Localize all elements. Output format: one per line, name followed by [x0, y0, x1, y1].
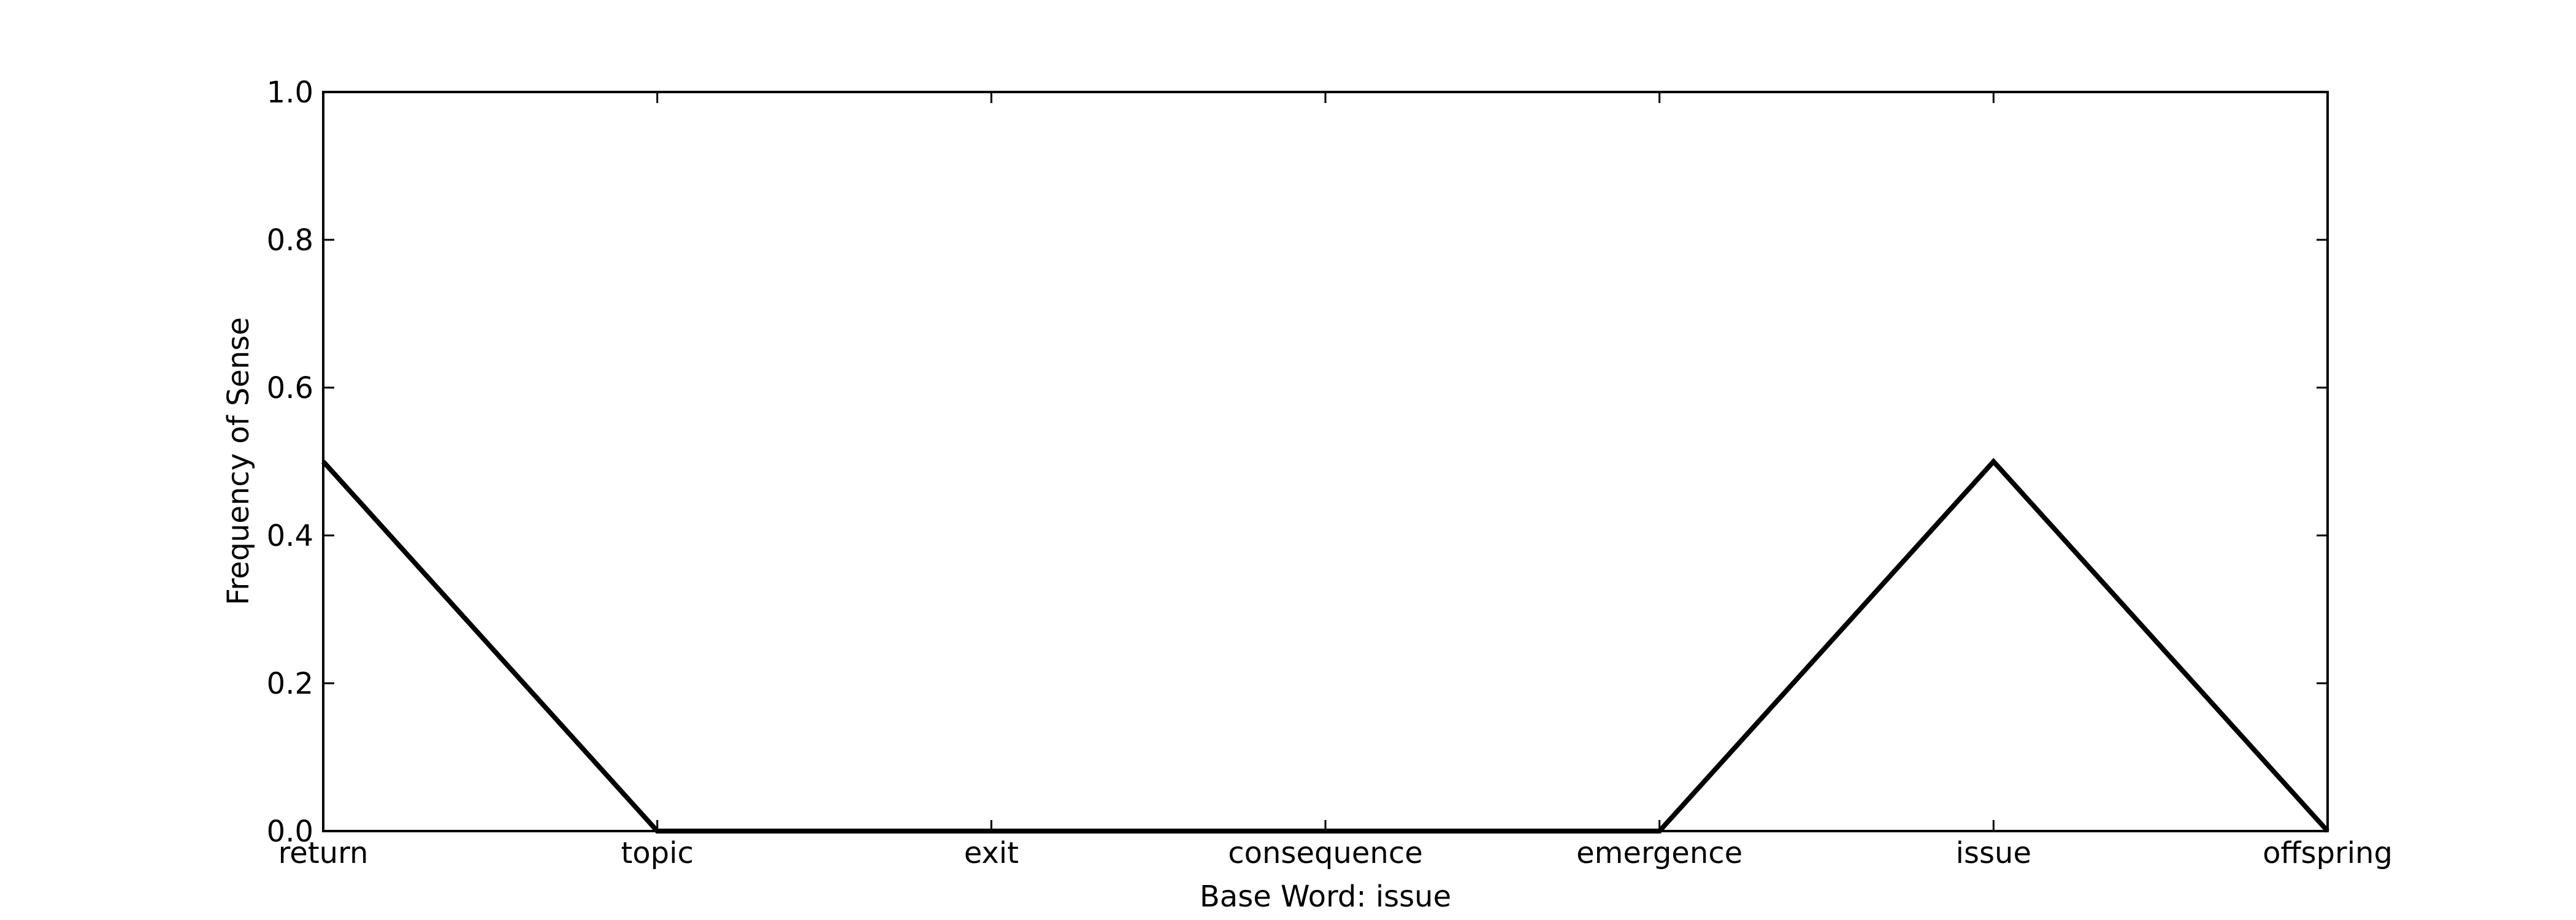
y-tick-label: 0.6 [267, 371, 313, 405]
plot-frame [322, 91, 2329, 832]
y-tick-label: 1.0 [267, 75, 313, 110]
y-tick-label: 0.0 [267, 815, 313, 849]
x-tick-label: consequence [1228, 836, 1422, 870]
x-tick-label: topic [621, 836, 693, 870]
y-tick-label: 0.8 [267, 223, 313, 258]
x-tick-label: emergence [1576, 836, 1742, 870]
y-axis-label: Frequency of Sense [221, 317, 256, 605]
y-tick-label: 0.2 [267, 667, 313, 701]
y-tick-label: 0.4 [267, 519, 313, 553]
x-tick-label: return [278, 836, 369, 870]
x-tick-label: offspring [2263, 836, 2393, 870]
x-tick-label: exit [964, 836, 1019, 870]
y-tick-label-layer: 0.0 0.2 0.4 0.6 0.8 1.0 [267, 75, 313, 849]
x-tick-label: issue [1956, 836, 2031, 870]
plot-area [323, 92, 2328, 831]
x-axis-label: Base Word: issue [1200, 880, 1451, 914]
x-tick-label-layer: return topic exit consequence emergence issue… [278, 836, 2393, 870]
